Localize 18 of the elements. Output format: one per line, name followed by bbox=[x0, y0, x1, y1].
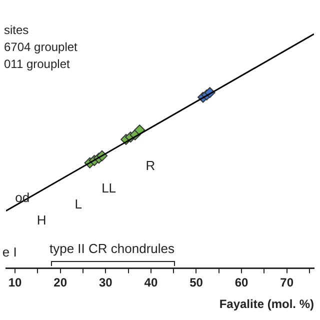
annotation: L bbox=[74, 196, 82, 212]
x-tick-label: 30 bbox=[98, 276, 113, 290]
x-tick-label: 50 bbox=[190, 276, 204, 290]
x-tick-label: 20 bbox=[54, 276, 68, 290]
annotation: 6704 grouplet bbox=[4, 39, 78, 56]
annotation: LL bbox=[102, 180, 116, 196]
annotation: type II CR chondrules bbox=[49, 241, 175, 256]
x-tick-label: 40 bbox=[144, 276, 158, 290]
annotation: od bbox=[15, 190, 30, 205]
annotation: sites bbox=[4, 22, 30, 39]
x-tick-label: 10 bbox=[8, 276, 22, 290]
annotation: e I bbox=[2, 244, 17, 260]
annotation: 011 grouplet bbox=[4, 56, 71, 73]
annotation: H bbox=[36, 212, 46, 228]
x-tick-label: 60 bbox=[234, 276, 249, 290]
x-axis-title: Fayalite (mol. %) bbox=[219, 297, 314, 312]
x-tick-label: 70 bbox=[280, 276, 294, 290]
annotation: R bbox=[146, 158, 156, 173]
